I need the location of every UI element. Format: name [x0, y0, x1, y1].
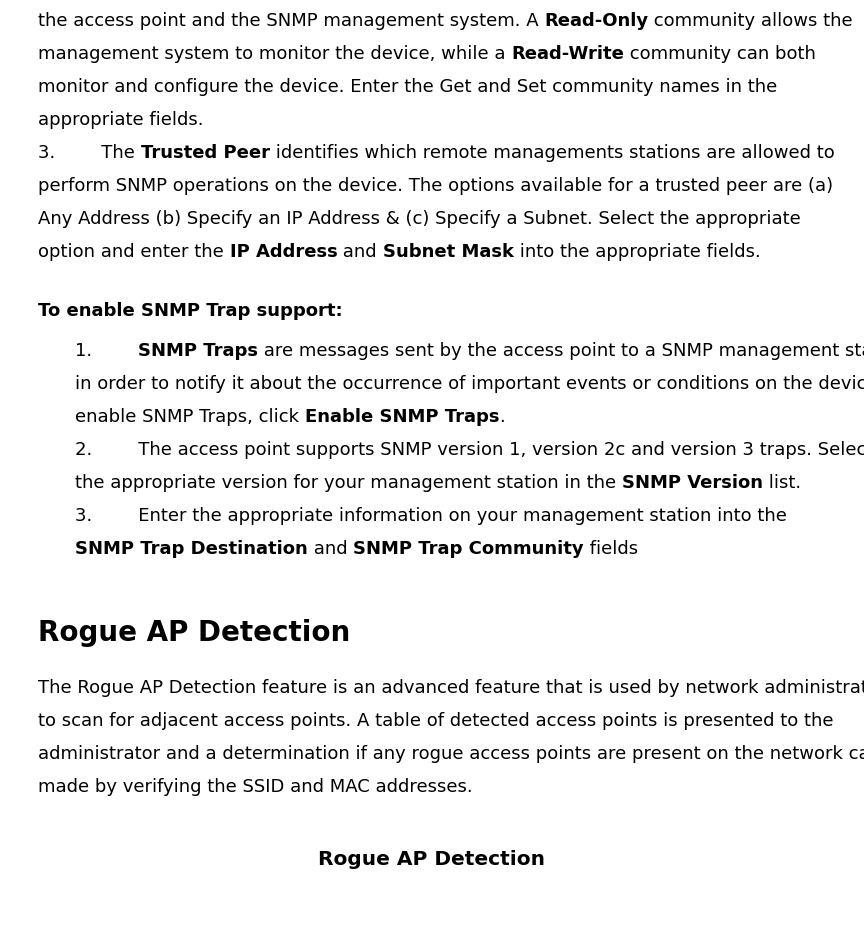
Text: are messages sent by the access point to a SNMP management station: are messages sent by the access point to… — [258, 342, 864, 360]
Text: Read-Write: Read-Write — [511, 45, 624, 63]
Text: appropriate fields.: appropriate fields. — [38, 111, 204, 129]
Text: 1.: 1. — [75, 342, 138, 360]
Text: Subnet Mask: Subnet Mask — [383, 243, 513, 261]
Text: the appropriate version for your management station in the: the appropriate version for your managem… — [75, 474, 622, 492]
Text: management system to monitor the device, while a: management system to monitor the device,… — [38, 45, 511, 63]
Text: 3.        Enter the appropriate information on your management station into the: 3. Enter the appropriate information on … — [75, 507, 787, 525]
Text: Trusted Peer: Trusted Peer — [141, 144, 270, 162]
Text: IP Address: IP Address — [230, 243, 337, 261]
Text: SNMP Version: SNMP Version — [622, 474, 763, 492]
Text: and: and — [308, 540, 353, 558]
Text: SNMP Trap Community: SNMP Trap Community — [353, 540, 584, 558]
Text: Rogue AP Detection: Rogue AP Detection — [38, 619, 350, 647]
Text: option and enter the: option and enter the — [38, 243, 230, 261]
Text: to scan for adjacent access points. A table of detected access points is present: to scan for adjacent access points. A ta… — [38, 712, 834, 729]
Text: SNMP Traps: SNMP Traps — [138, 342, 258, 360]
Text: Read-Only: Read-Only — [544, 12, 649, 30]
Text: The Rogue AP Detection feature is an advanced feature that is used by network ad: The Rogue AP Detection feature is an adv… — [38, 679, 864, 697]
Text: Enable SNMP Traps: Enable SNMP Traps — [305, 408, 499, 426]
Text: 3.        The: 3. The — [38, 144, 141, 162]
Text: 2.        The access point supports SNMP version 1, version 2c and version 3 tra: 2. The access point supports SNMP versio… — [75, 441, 864, 459]
Text: monitor and configure the device. Enter the Get and Set community names in the: monitor and configure the device. Enter … — [38, 78, 778, 96]
Text: made by verifying the SSID and MAC addresses.: made by verifying the SSID and MAC addre… — [38, 778, 473, 796]
Text: To enable SNMP Trap support:: To enable SNMP Trap support: — [38, 303, 343, 320]
Text: list.: list. — [763, 474, 801, 492]
Text: .: . — [499, 408, 505, 426]
Text: identifies which remote managements stations are allowed to: identifies which remote managements stat… — [270, 144, 835, 162]
Text: enable SNMP Traps, click: enable SNMP Traps, click — [75, 408, 305, 426]
Text: perform SNMP operations on the device. The options available for a trusted peer : perform SNMP operations on the device. T… — [38, 177, 833, 195]
Text: community can both: community can both — [624, 45, 816, 63]
Text: into the appropriate fields.: into the appropriate fields. — [513, 243, 760, 261]
Text: Rogue AP Detection: Rogue AP Detection — [319, 850, 545, 870]
Text: SNMP Trap Destination: SNMP Trap Destination — [75, 540, 308, 558]
Text: administrator and a determination if any rogue access points are present on the : administrator and a determination if any… — [38, 744, 864, 762]
Text: community allows the: community allows the — [649, 12, 853, 30]
Text: and: and — [337, 243, 383, 261]
Text: Any Address (b) Specify an IP Address & (c) Specify a Subnet. Select the appropr: Any Address (b) Specify an IP Address & … — [38, 210, 801, 228]
Text: fields: fields — [584, 540, 638, 558]
Text: the access point and the SNMP management system. A: the access point and the SNMP management… — [38, 12, 544, 30]
Text: in order to notify it about the occurrence of important events or conditions on : in order to notify it about the occurren… — [75, 375, 864, 393]
